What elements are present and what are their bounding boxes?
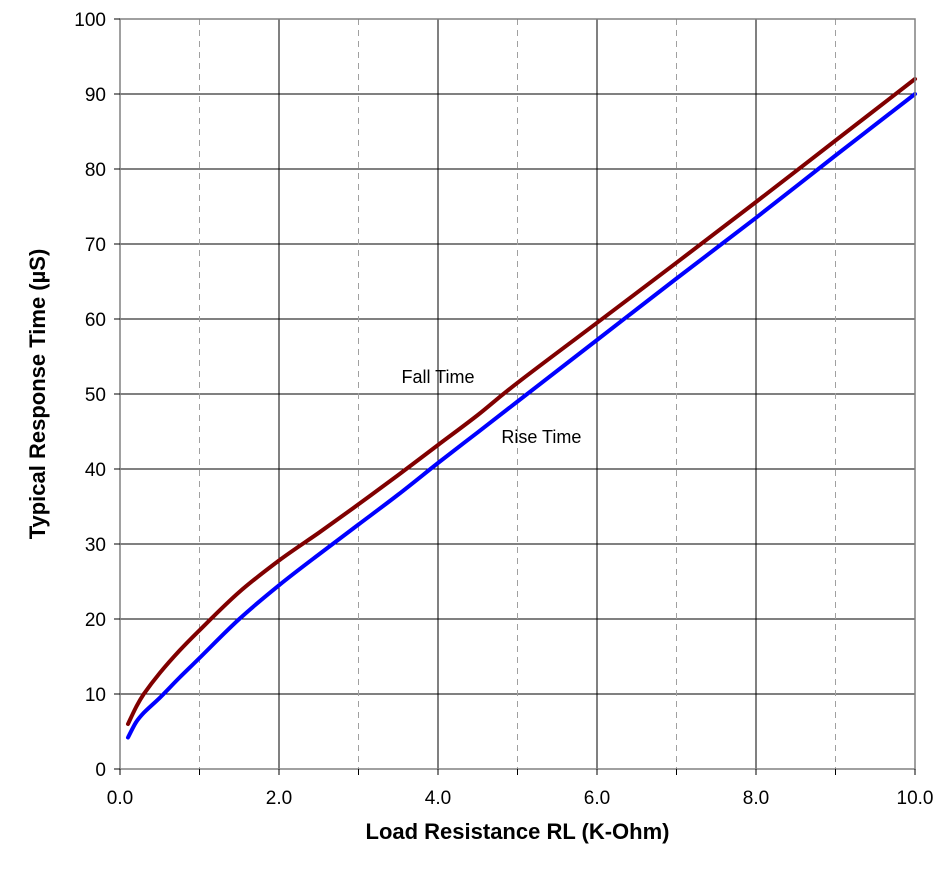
y-tick-label: 80 <box>85 160 106 181</box>
series-line-rise-time <box>126 92 917 740</box>
grid-lines <box>120 19 915 769</box>
x-axis-title: Load Resistance RL (K-Ohm) <box>366 819 670 844</box>
y-tick-label: 10 <box>85 685 106 706</box>
x-tick-label: 2.0 <box>266 788 292 809</box>
x-tick-label: 4.0 <box>425 788 451 809</box>
y-tick-label: 90 <box>85 85 106 106</box>
tick-labels: 0 10 20 30 40 50 60 70 80 90 100 0.0 2.0 4.0 6.0 8.0 10.… <box>74 10 933 809</box>
series-line-fall-time <box>126 77 917 726</box>
y-tick-label: 20 <box>85 610 106 631</box>
series-lines <box>126 77 917 740</box>
y-tick-label: 30 <box>85 535 106 556</box>
y-tick-label: 70 <box>85 235 106 256</box>
annotations: Fall Time Rise Time <box>401 367 581 447</box>
y-tick-label: 100 <box>74 10 106 31</box>
annotation-fall-time: Fall Time <box>401 367 474 387</box>
y-tick-label: 40 <box>85 460 106 481</box>
x-tick-label: 8.0 <box>743 788 769 809</box>
x-tick-label: 6.0 <box>584 788 610 809</box>
y-tick-label: 60 <box>85 310 106 331</box>
y-axis-title: Typical Response Time (µS) <box>25 249 50 540</box>
x-tick-label: 0.0 <box>107 788 133 809</box>
y-tick-label: 0 <box>95 760 106 781</box>
x-tick-label: 10.0 <box>897 788 934 809</box>
annotation-rise-time: Rise Time <box>501 427 581 447</box>
y-tick-label: 50 <box>85 385 106 406</box>
